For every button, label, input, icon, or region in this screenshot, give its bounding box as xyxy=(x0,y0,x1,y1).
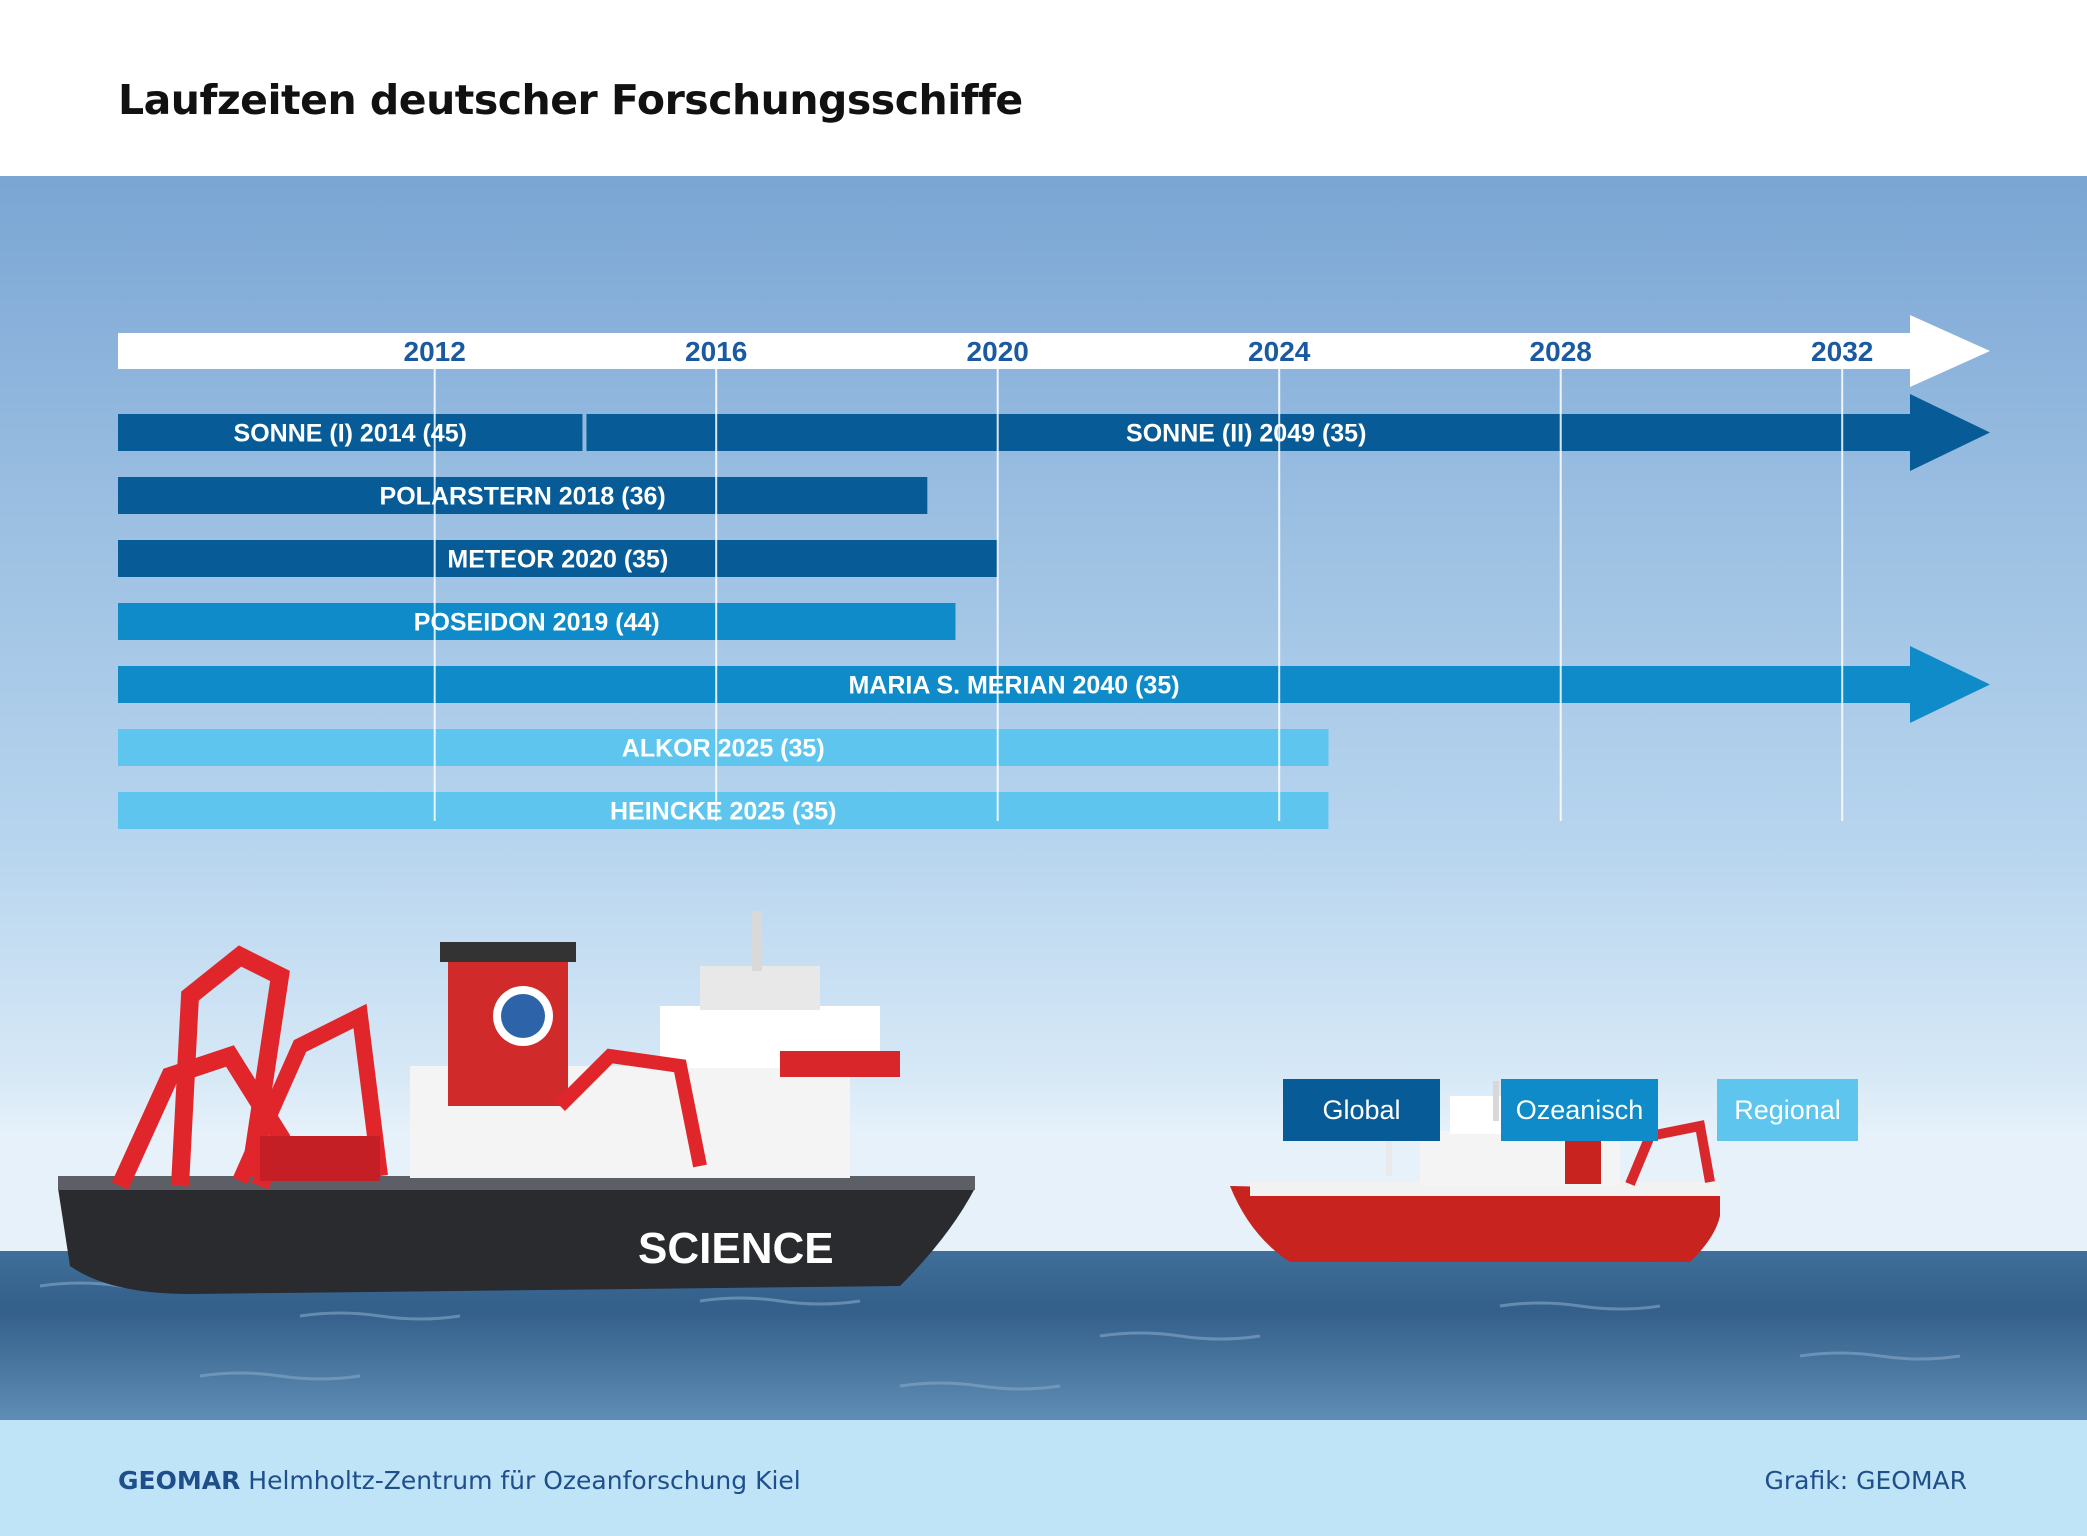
bar-label: POLARSTERN 2018 (36) xyxy=(380,483,666,511)
right-ship-mast-2 xyxy=(1386,1116,1392,1176)
legend-global: Global xyxy=(1283,1079,1440,1141)
chart-scene: SCIENCE 2012 2016 2020 2024 2028 2032 SONNE (I… xyxy=(0,176,2087,1420)
timeline-bar xyxy=(118,414,583,451)
left-ship-aframe xyxy=(260,1136,380,1181)
footer-organisation: GEOMAR Helmholtz-Zentrum für Ozeanforsch… xyxy=(118,1466,801,1495)
legend-ozeanisch: Ozeanisch xyxy=(1501,1079,1658,1141)
axis-tick-label: 2032 xyxy=(1811,336,1873,367)
bar-label: ALKOR 2025 (35) xyxy=(622,735,825,763)
bar-label: SONNE (II) 2049 (35) xyxy=(1126,420,1366,448)
left-ship-hull xyxy=(58,1188,975,1294)
right-ship-mast xyxy=(1493,1081,1499,1121)
timeline-bar xyxy=(118,792,1329,829)
timeline-bar xyxy=(118,477,928,514)
timeline-bar xyxy=(586,394,1990,471)
right-ship-crane xyxy=(1625,1120,1715,1186)
axis-tick-label: 2028 xyxy=(1530,336,1592,367)
legend-regional: Regional xyxy=(1717,1079,1858,1141)
left-ship-deckhouse-red xyxy=(780,1051,900,1077)
legend-global-label: Global xyxy=(1322,1094,1401,1125)
chart-title: Laufzeiten deutscher Forschungsschiffe xyxy=(118,76,1023,124)
left-ship-funnel-cap xyxy=(440,942,576,962)
left-ship-bridge-top xyxy=(700,966,820,1010)
timeline-bar xyxy=(118,646,1990,723)
timeline-chart: 2012 2016 2020 2024 2028 2032 SONNE (I) 2014 (… xyxy=(118,315,1990,829)
legend-regional-label: Regional xyxy=(1734,1094,1841,1125)
timeline-bar xyxy=(118,603,956,640)
bar-label: SONNE (I) 2014 (45) xyxy=(234,420,467,448)
timeline-axis-arrow xyxy=(118,315,1990,387)
left-ship-crane-2 xyxy=(171,945,290,1187)
right-ship-funnel xyxy=(1565,1138,1601,1184)
right-ship-hull xyxy=(1230,1186,1720,1262)
bar-label: METEOR 2020 (35) xyxy=(447,546,668,574)
bar-label: POSEIDON 2019 (44) xyxy=(414,609,660,637)
timeline-bar xyxy=(118,729,1329,766)
left-ship-crane-3 xyxy=(232,1003,388,1185)
left-ship-crane-4 xyxy=(555,1048,707,1168)
footer: GEOMAR Helmholtz-Zentrum für Ozeanforsch… xyxy=(0,1420,2087,1536)
timeline-bar xyxy=(118,540,998,577)
axis-tick-label: 2020 xyxy=(967,336,1029,367)
ship-hull-lettering: SCIENCE xyxy=(638,1224,834,1273)
axis-tick-label: 2012 xyxy=(404,336,466,367)
legend-ozeanisch-label: Ozeanisch xyxy=(1515,1094,1644,1125)
footer-credit: Grafik: GEOMAR xyxy=(1764,1466,1967,1495)
bar-label: MARIA S. MERIAN 2040 (35) xyxy=(848,672,1179,700)
axis-tick-label: 2024 xyxy=(1248,336,1311,367)
ships-photo-illustration: SCIENCE xyxy=(0,911,2087,1420)
footer-org-short: GEOMAR xyxy=(118,1466,241,1495)
footer-org-name: Helmholtz-Zentrum für Ozeanforschung Kie… xyxy=(248,1466,801,1495)
axis-tick-label: 2016 xyxy=(685,336,747,367)
left-ship: SCIENCE xyxy=(58,911,975,1294)
left-ship-mast xyxy=(752,911,762,971)
bar-label: HEINCKE 2025 (35) xyxy=(610,798,836,826)
